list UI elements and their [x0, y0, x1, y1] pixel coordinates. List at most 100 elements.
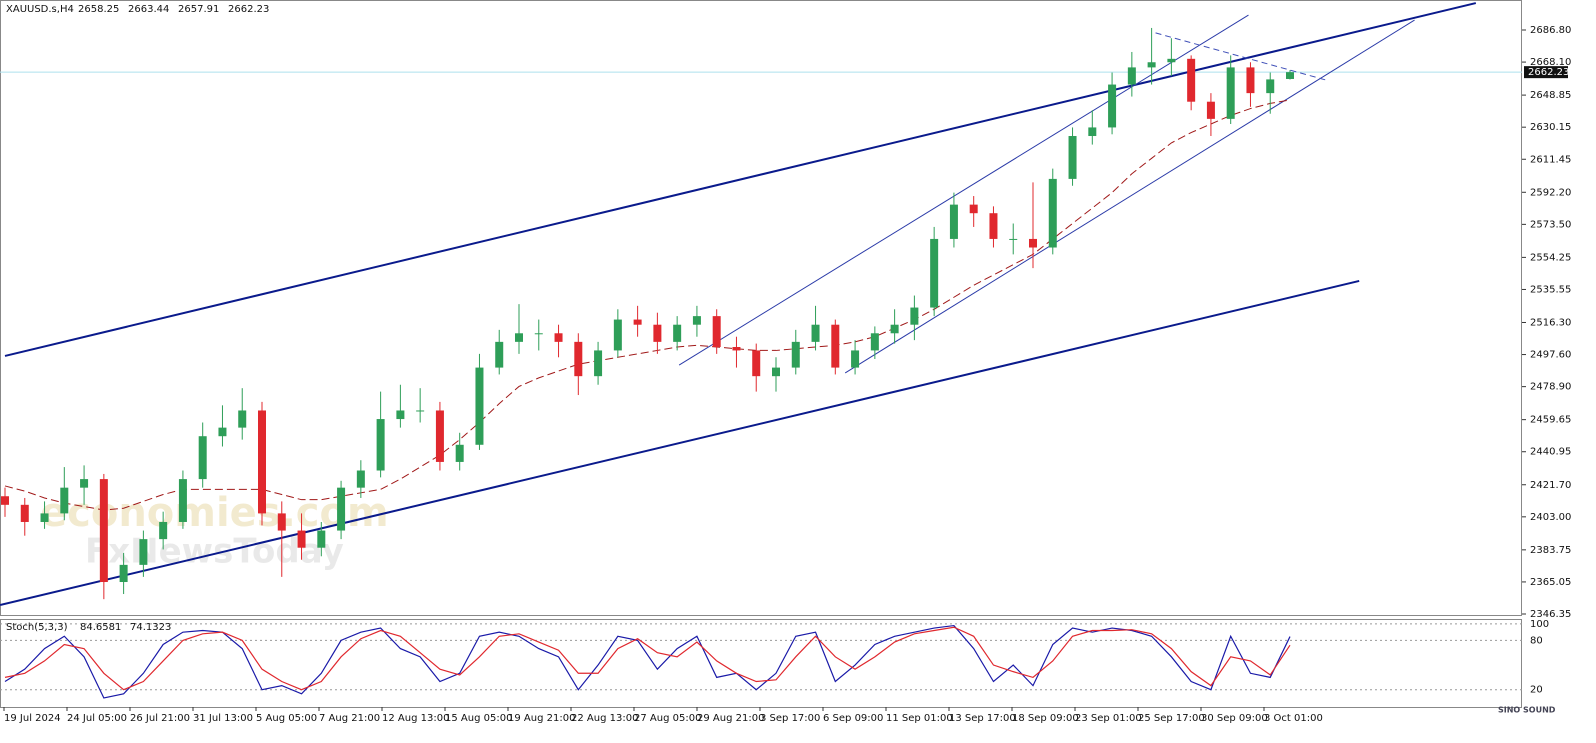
x-tick-label: 26 Jul 21:00 [130, 713, 190, 724]
candle-body [653, 324, 662, 342]
ohlc-value: 2662.23 [228, 4, 269, 15]
candle-body [80, 479, 89, 488]
y-tick-label: 2440.95 [1530, 447, 1571, 458]
candle-body [1266, 79, 1275, 94]
candle-body [1167, 58, 1176, 63]
candle-body [831, 324, 840, 368]
watermark: economies.com [40, 490, 389, 536]
y-tick-label: 2668.10 [1530, 57, 1571, 68]
candle-body [1029, 238, 1037, 248]
x-tick-label: 18 Sep 09:00 [1012, 713, 1079, 724]
candle-body [178, 479, 187, 522]
candle-body [60, 487, 69, 514]
y-tick-label: 2592.20 [1530, 187, 1571, 198]
y-tick-label: 2630.15 [1530, 122, 1571, 133]
candle-body [534, 333, 543, 335]
y-tick-label: 2365.05 [1530, 577, 1571, 588]
candle-body [1, 496, 9, 505]
y-tick-label: 2686.80 [1530, 25, 1571, 36]
x-tick-label: 27 Aug 05:00 [634, 713, 701, 724]
stoch-d: 74.1323 [130, 622, 171, 633]
candle-body [1206, 101, 1215, 119]
ohlc-value: 2658.25 [78, 4, 119, 15]
candle-body [376, 419, 385, 471]
candle-body [1147, 62, 1156, 68]
candle-body [495, 341, 504, 368]
candle-body [1187, 58, 1196, 102]
candle-body [969, 204, 978, 214]
candle-body [20, 504, 29, 522]
candle-body [692, 316, 701, 325]
candle-body [772, 367, 780, 377]
candle-body [1246, 67, 1255, 94]
x-tick-label: 31 Jul 13:00 [193, 713, 253, 724]
y-tick-label: 2478.90 [1530, 382, 1571, 393]
candle-body [554, 333, 563, 342]
y-tick-label: 2648.85 [1530, 90, 1571, 101]
candle-body [1009, 238, 1018, 240]
candle-body [1286, 72, 1294, 79]
candle-body [890, 324, 899, 334]
x-tick-label: 5 Aug 05:00 [256, 713, 317, 724]
candle-body [949, 204, 958, 239]
candle-body [198, 436, 207, 480]
candle-body [337, 487, 346, 531]
candle-body [159, 521, 168, 540]
x-tick-label: 25 Sep 17:00 [1138, 713, 1205, 724]
y-tick-label: 2497.60 [1530, 350, 1571, 361]
x-tick-label: 3 Oct 01:00 [1264, 713, 1323, 724]
x-tick-label: 3 Sep 17:00 [760, 713, 820, 724]
candle-body [40, 513, 49, 522]
candle-body [752, 350, 761, 377]
x-tick-label: 7 Aug 21:00 [319, 713, 380, 724]
candle-body [119, 564, 128, 583]
candle-body [910, 307, 919, 325]
candle-body [851, 350, 860, 368]
candle-body [673, 324, 682, 342]
y-tick-label: 2346.35 [1530, 609, 1571, 620]
symbol: XAUUSD.s,H4 [6, 4, 74, 15]
x-tick-label: 19 Aug 21:00 [508, 713, 575, 724]
candle-body [356, 470, 365, 488]
logo: SINO SOUND [1498, 706, 1556, 715]
price-panel [0, 0, 1522, 616]
y-tick-label: 2459.65 [1530, 415, 1571, 426]
y-tick-label: 2573.50 [1530, 219, 1571, 230]
stoch-tick-label: 20 [1530, 685, 1543, 696]
candle-body [594, 350, 603, 377]
candle-body [1127, 67, 1136, 85]
stoch-tick-label: 100 [1530, 619, 1549, 630]
candle-body [870, 333, 879, 351]
candle-body [1048, 178, 1057, 248]
stoch-line [4, 626, 1291, 691]
x-tick-label: 6 Sep 09:00 [823, 713, 883, 724]
y-tick-label: 2403.00 [1530, 512, 1571, 523]
stoch-k: 84.6581 [80, 622, 121, 633]
candle-body [258, 410, 266, 514]
candle-body [277, 513, 286, 531]
candle-body [1226, 67, 1235, 119]
candle-body [416, 410, 425, 412]
y-tick-label: 2383.75 [1530, 545, 1571, 556]
y-tick-label: 2421.70 [1530, 480, 1571, 491]
candle-body [811, 324, 820, 342]
candle-body [1108, 84, 1117, 128]
x-tick-label: 19 Jul 2024 [4, 713, 61, 724]
x-tick-label: 29 Aug 21:00 [697, 713, 764, 724]
y-tick-label: 2535.55 [1530, 284, 1571, 295]
x-tick-label: 24 Jul 05:00 [67, 713, 127, 724]
stoch-tick-label: 80 [1530, 635, 1543, 646]
y-tick-label: 2516.30 [1530, 317, 1571, 328]
x-tick-label: 12 Aug 13:00 [382, 713, 449, 724]
trendline [678, 14, 1249, 366]
stoch-name: Stoch(5,3,3) [6, 622, 68, 633]
candle-body [396, 410, 405, 420]
candle-body [613, 319, 622, 351]
ohlc-value: 2663.44 [128, 4, 169, 15]
moving-average [4, 99, 1291, 511]
x-tick-label: 11 Sep 01:00 [886, 713, 953, 724]
x-tick-label: 13 Sep 17:00 [949, 713, 1016, 724]
stoch-panel [0, 619, 1522, 708]
candle-body [297, 530, 306, 548]
